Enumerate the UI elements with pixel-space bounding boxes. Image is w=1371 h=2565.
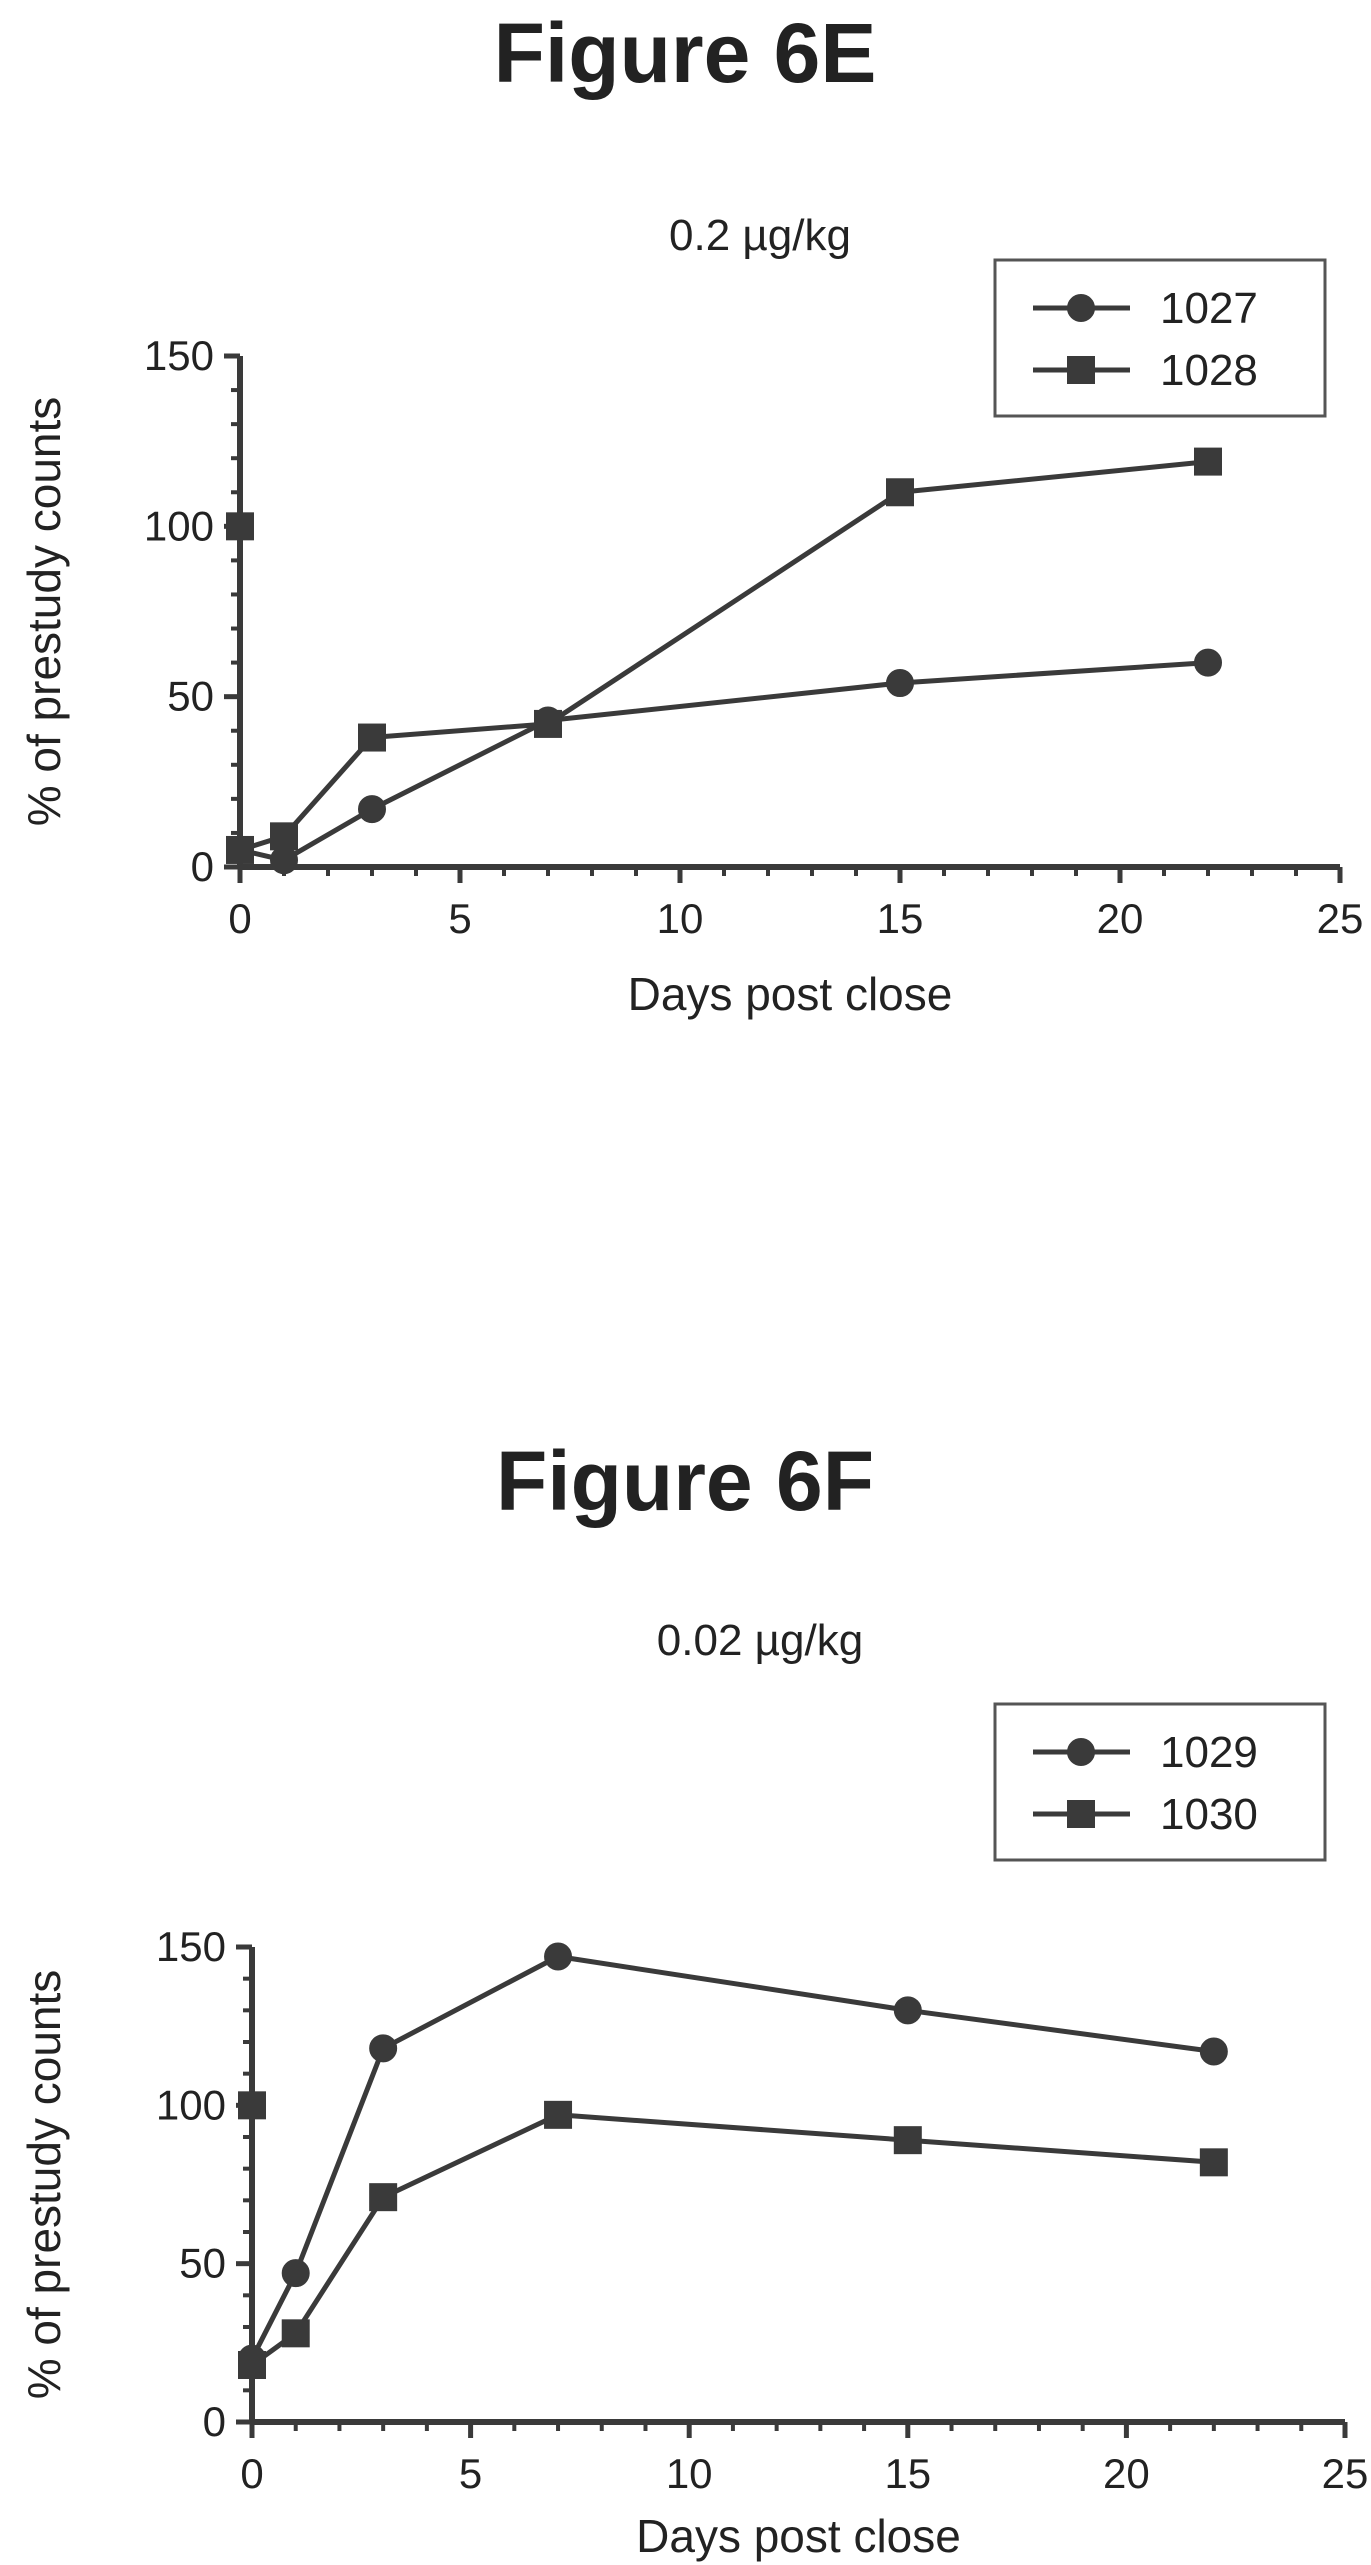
chart-2: Figure 6F 0.02 µg/kg 0 5 10 15 20 25 0 50 100 150 Da… bbox=[18, 1434, 1368, 2562]
legend-label-1027: 1027 bbox=[1160, 284, 1258, 333]
legend-marker-1027 bbox=[1067, 294, 1095, 322]
x-tick-label: 10 bbox=[666, 2450, 713, 2497]
figure-label: Figure 6E bbox=[494, 6, 877, 100]
x-axis-label: Days post close bbox=[636, 2510, 961, 2562]
x-axis-label: Days post close bbox=[628, 968, 953, 1020]
series-line-1030 bbox=[249, 2105, 1214, 2368]
y-axis-label: % of prestudy counts bbox=[18, 1970, 70, 2400]
x-tick-label: 15 bbox=[884, 2450, 931, 2497]
legend-label-1029: 1029 bbox=[1160, 1728, 1258, 1777]
legend-marker-1029 bbox=[1067, 1738, 1095, 1766]
legend-label-1028: 1028 bbox=[1160, 346, 1258, 395]
series-line-1028 bbox=[237, 459, 1209, 853]
chart-title: 0.2 µg/kg bbox=[669, 211, 851, 260]
x-tick-label: 0 bbox=[228, 895, 251, 942]
x-tick-label: 0 bbox=[240, 2450, 263, 2497]
data-point-1029 bbox=[1199, 2037, 1228, 2066]
x-tick-label: 5 bbox=[459, 2450, 482, 2497]
figure-label: Figure 6F bbox=[496, 1434, 874, 1528]
data-point-1028 bbox=[226, 512, 254, 541]
x-tick-label: 5 bbox=[448, 895, 471, 942]
y-tick-label: 50 bbox=[179, 2240, 226, 2287]
legend-box bbox=[993, 258, 1327, 418]
data-point-1027 bbox=[886, 669, 914, 698]
x-tick-label: 20 bbox=[1097, 895, 1144, 942]
series-1029 bbox=[238, 1942, 1228, 2373]
chart-title: 0.02 µg/kg bbox=[657, 1616, 863, 1665]
data-point-1030 bbox=[238, 2351, 266, 2379]
legend-marker-1030 bbox=[1067, 1800, 1095, 1828]
x-tick-label: 20 bbox=[1103, 2450, 1150, 2497]
series-1030 bbox=[238, 2091, 1228, 2379]
y-tick-label: 150 bbox=[144, 332, 214, 379]
data-point-1028 bbox=[1194, 447, 1222, 476]
y-axis-label: % of prestudy counts bbox=[18, 397, 70, 827]
data-point-1030 bbox=[238, 2091, 266, 2120]
series-1027 bbox=[226, 512, 1222, 875]
y-tick-label: 0 bbox=[203, 2398, 226, 2445]
y-tick-label: 0 bbox=[191, 843, 214, 890]
data-point-1030 bbox=[893, 2126, 922, 2155]
series-1028 bbox=[226, 447, 1222, 864]
data-point-1028 bbox=[534, 709, 562, 738]
data-point-1029 bbox=[281, 2259, 310, 2288]
data-point-1030 bbox=[544, 2100, 573, 2129]
legend: 1029 1030 bbox=[993, 1702, 1327, 1862]
x-tick-label: 25 bbox=[1317, 895, 1364, 942]
data-point-1029 bbox=[893, 1996, 922, 2025]
data-point-1027 bbox=[270, 846, 298, 875]
y-tick-label: 150 bbox=[156, 1923, 226, 1970]
chart-1: Figure 6E 0.2 µg/kg 0 5 10 15 20 25 0 50 100 150 Day… bbox=[18, 6, 1363, 1020]
y-tick-label: 100 bbox=[144, 502, 214, 549]
series-line-1029 bbox=[249, 1954, 1215, 2362]
x-tick-label: 15 bbox=[877, 895, 924, 942]
data-point-1030 bbox=[1199, 2148, 1228, 2177]
y-tick-label: 50 bbox=[167, 673, 214, 720]
legend-label-1030: 1030 bbox=[1160, 1790, 1258, 1839]
legend-marker-1028 bbox=[1067, 356, 1095, 384]
data-point-1028 bbox=[226, 835, 254, 864]
data-point-1027 bbox=[358, 795, 386, 824]
data-point-1028 bbox=[270, 822, 298, 851]
data-point-1028 bbox=[358, 723, 386, 752]
y-tick-label: 100 bbox=[156, 2081, 226, 2128]
data-point-1030 bbox=[369, 2183, 398, 2212]
x-tick-label: 25 bbox=[1322, 2450, 1369, 2497]
x-tick-label: 10 bbox=[657, 895, 704, 942]
legend-box bbox=[993, 1702, 1327, 1862]
data-point-1030 bbox=[281, 2319, 310, 2348]
legend: 1027 1028 bbox=[993, 258, 1327, 418]
data-point-1027 bbox=[1194, 648, 1222, 677]
data-point-1029 bbox=[544, 1942, 573, 1971]
data-point-1029 bbox=[369, 2034, 398, 2063]
data-point-1028 bbox=[886, 478, 914, 507]
